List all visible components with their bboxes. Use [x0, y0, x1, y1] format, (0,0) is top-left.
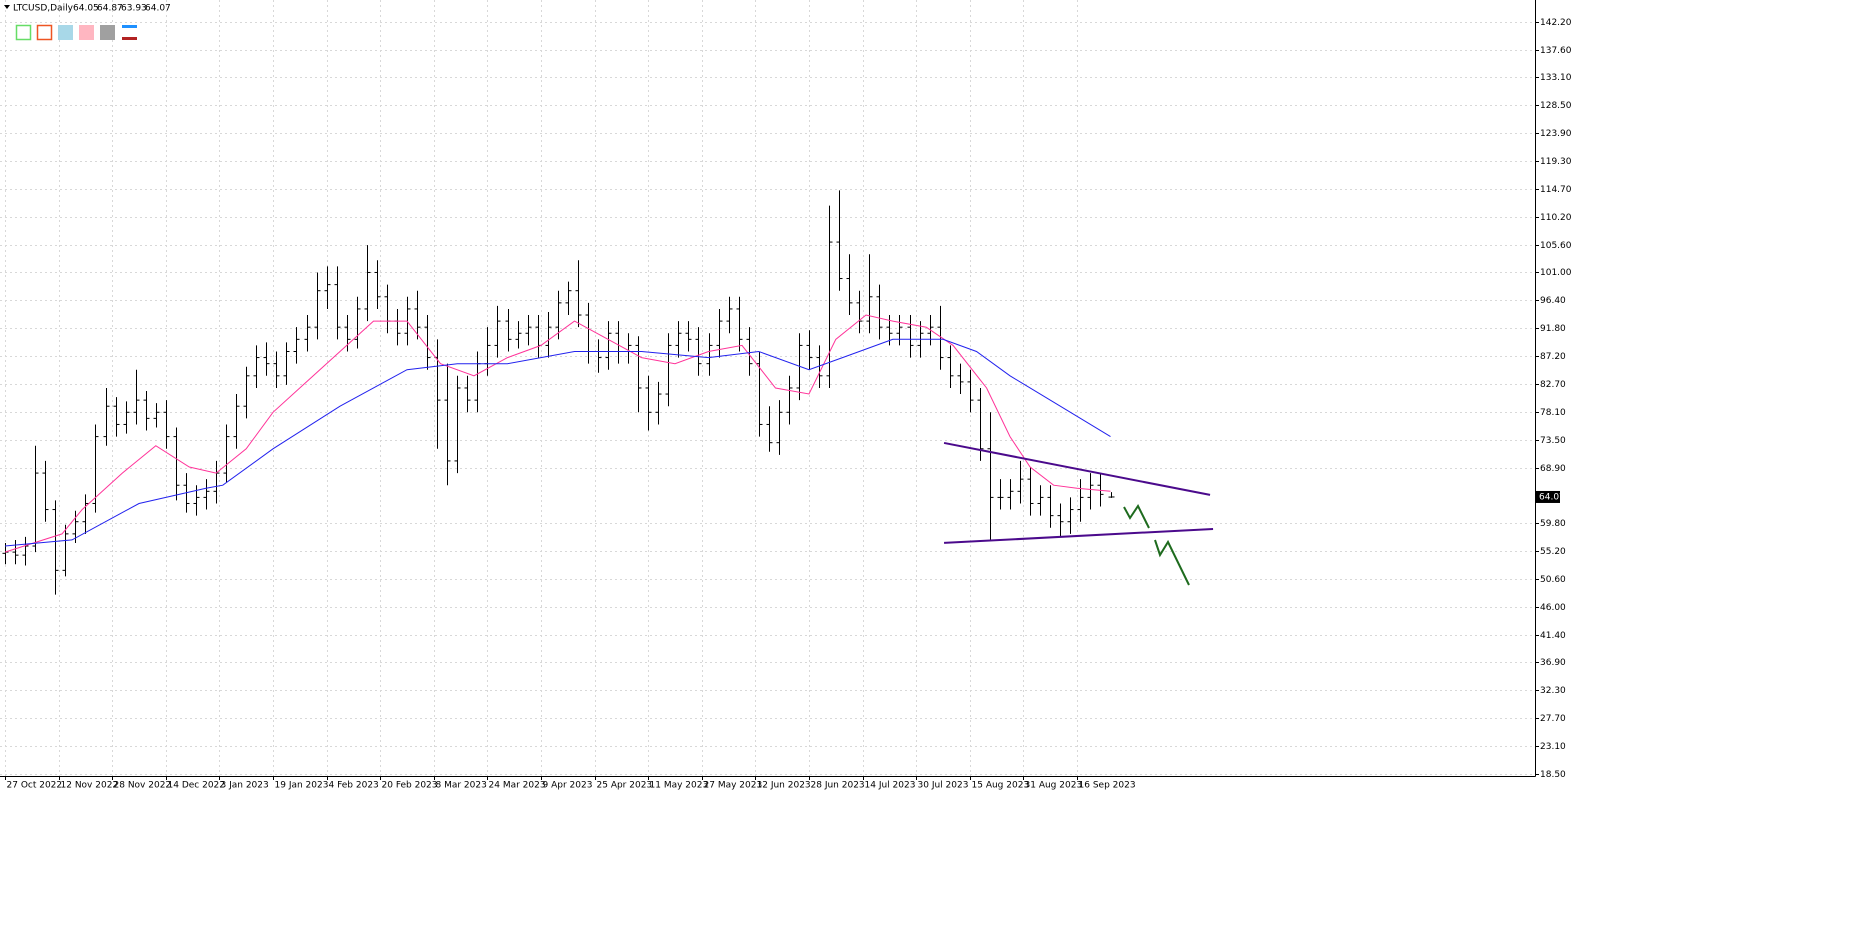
x-tick-label: 9 Apr 2023: [543, 781, 593, 791]
y-tick-label: 59.80: [1540, 519, 1566, 529]
y-tick-label: 87.20: [1540, 352, 1566, 362]
y-tick-label: 105.60: [1540, 241, 1572, 251]
x-tick-label: 27 Oct 2022: [7, 781, 63, 791]
icon[interactable]: [122, 25, 137, 28]
y-tick-label: 78.10: [1540, 408, 1566, 418]
x-tick-label: 15 Aug 2023: [972, 781, 1030, 791]
current-price-box: [1536, 490, 1560, 503]
x-tick-label: 28 Jun 2023: [811, 781, 865, 791]
axes: 142.20 137.60 133.10 128.50 123.90 119.30 114.…: [5, 18, 1572, 791]
plot-area: [2, 190, 1214, 595]
grid: [0, 0, 1535, 776]
y-tick-label: 73.50: [1540, 436, 1566, 446]
y-tick-label: 110.20: [1540, 213, 1572, 223]
y-tick-label: 36.90: [1540, 658, 1566, 668]
y-tick-label: 96.40: [1540, 296, 1566, 306]
icon[interactable]: [79, 25, 94, 40]
indicator-icons: [15, 24, 137, 41]
x-tick-label: 16 Sep 2023: [1079, 781, 1136, 791]
current-price-label: 64.07: [1539, 492, 1565, 502]
x-tick-label: 11 May 2023: [650, 781, 709, 791]
y-tick-label: 27.70: [1540, 714, 1566, 724]
y-tick-label: 41.40: [1540, 631, 1566, 641]
x-tick-label: 4 Feb 2023: [329, 781, 379, 791]
y-tick-label: 123.90: [1540, 129, 1572, 139]
x-tick-label: 14 Dec 2022: [168, 781, 226, 791]
y-tick-label: 32.30: [1540, 686, 1566, 696]
x-tick-label: 20 Feb 2023: [382, 781, 438, 791]
x-tick-label: 30 Jul 2023: [918, 781, 969, 791]
icon[interactable]: [100, 25, 115, 40]
y-tick-label: 101.00: [1540, 268, 1572, 278]
icon[interactable]: [15, 24, 32, 41]
x-tick-label: 19 Jan 2023: [275, 781, 329, 791]
x-tick-label: 8 Mar 2023: [436, 781, 487, 791]
x-tick-label: 12 Nov 2022: [61, 781, 119, 791]
y-tick-label: 142.20: [1540, 18, 1572, 28]
ohlc-high: 64.87: [97, 4, 123, 14]
ohlc-open: 64.05: [73, 4, 99, 14]
y-tick-label: 114.70: [1540, 185, 1572, 195]
projection-arrow: [1154, 539, 1190, 586]
moving-average: [4, 314, 1111, 553]
icon[interactable]: [58, 25, 73, 40]
y-tick-label: 91.80: [1540, 324, 1566, 334]
y-tick-label: 46.00: [1540, 603, 1566, 613]
x-tick-label: 28 Nov 2022: [114, 781, 172, 791]
x-tick-label: 25 Apr 2023: [597, 781, 653, 791]
x-tick-label: 12 Jun 2023: [757, 781, 811, 791]
x-tick-label: 3 Jan 2023: [221, 781, 269, 791]
y-tick-label: 18.50: [1540, 770, 1566, 780]
symbol-label: LTCUSD,Daily: [13, 4, 74, 14]
x-tick-label: 14 Jul 2023: [865, 781, 916, 791]
y-tick-label: 50.60: [1540, 575, 1566, 585]
y-tick-label: 137.60: [1540, 46, 1572, 56]
y-tick-label: 133.10: [1540, 73, 1572, 83]
y-tick-label: 68.90: [1540, 464, 1566, 474]
y-tick-label: 23.10: [1540, 742, 1566, 752]
ohlc-low: 63.93: [121, 4, 147, 14]
y-tick-label: 128.50: [1540, 101, 1572, 111]
ohlc-close: 64.07: [145, 4, 171, 14]
x-tick-label: 27 May 2023: [704, 781, 763, 791]
header-arrow: [4, 5, 10, 9]
x-tick-label: 31 Aug 2023: [1025, 781, 1083, 791]
y-tick-label: 55.20: [1540, 547, 1566, 557]
trendline: [943, 441, 1211, 496]
y-tick-label: 82.70: [1540, 380, 1566, 390]
moving-average: [4, 338, 1111, 547]
y-tick-label: 119.30: [1540, 157, 1572, 167]
trendline: [943, 527, 1214, 544]
icon[interactable]: [36, 24, 53, 41]
icon[interactable]: [122, 37, 137, 40]
x-tick-label: 24 Mar 2023: [489, 781, 546, 791]
projection-arrow: [1123, 504, 1150, 529]
